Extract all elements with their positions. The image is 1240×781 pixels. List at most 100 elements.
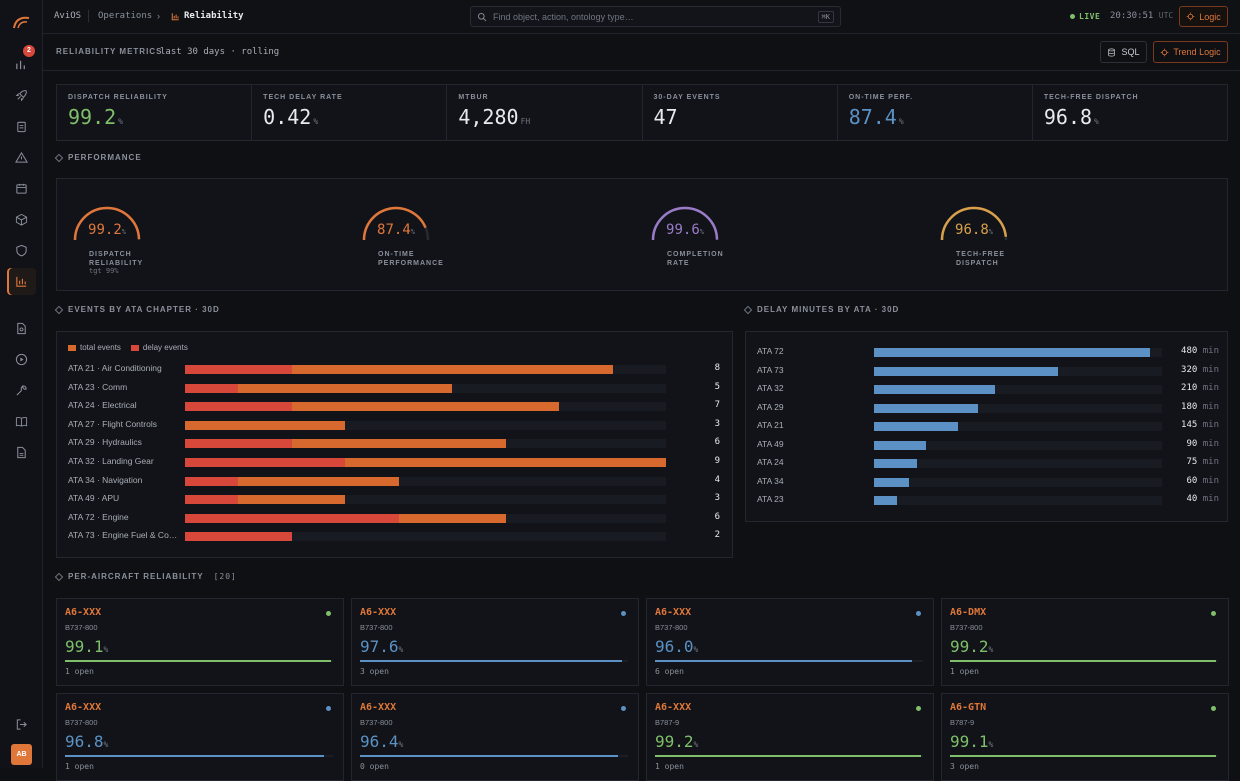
- delay-minutes-number: 145: [1181, 420, 1198, 430]
- delay-row[interactable]: ATA 73 320 min: [757, 365, 1220, 377]
- ata-event-row[interactable]: ATA 49 · APU 3: [68, 493, 723, 505]
- kpi-label: TECH-FREE DISPATCH: [1043, 94, 1139, 101]
- gauge-value: 99.6%: [651, 222, 719, 238]
- gauge-unit: %: [988, 228, 993, 236]
- logic-label: Logic: [1199, 11, 1221, 22]
- sidebar-item-logout[interactable]: [7, 711, 36, 738]
- sidebar-item-manuals[interactable]: [7, 408, 36, 435]
- aircraft-card[interactable]: A6-XXX B737-800 96.4% 0 open: [351, 693, 639, 781]
- bar-track: [874, 403, 1162, 413]
- gauge-value-number: 96.8: [955, 222, 989, 238]
- logic-button[interactable]: Logic: [1179, 6, 1228, 27]
- bar-track: [185, 532, 666, 542]
- bar-track: [874, 440, 1162, 450]
- gauge-label: ON-TIME PERFORMANCE: [378, 251, 444, 267]
- kpi-card[interactable]: DISPATCH RELIABILITY 99.2%: [57, 85, 253, 140]
- event-count: 2: [714, 530, 720, 541]
- delay-row[interactable]: ATA 21 145 min: [757, 420, 1220, 432]
- delay-row[interactable]: ATA 29 180 min: [757, 402, 1220, 414]
- ata-event-row[interactable]: ATA 29 · Hydraulics 6: [68, 437, 723, 449]
- ata-label: ATA 32 · Landing Gear: [68, 456, 154, 466]
- kpi-card[interactable]: TECH-FREE DISPATCH 96.8%: [1033, 85, 1227, 140]
- sidebar-item-safety[interactable]: [7, 237, 36, 264]
- performance-panel: 99.2% DISPATCH RELIABILITY tgt 99% 87.4% ON-…: [56, 178, 1228, 291]
- sidebar-item-reliability[interactable]: [7, 268, 36, 295]
- sidebar-item-warnings[interactable]: [7, 144, 36, 171]
- delay-row[interactable]: ATA 49 90 min: [757, 439, 1220, 451]
- kpi-card[interactable]: 30-DAY EVENTS 47: [643, 85, 838, 140]
- aircraft-card[interactable]: A6-XXX B737-800 96.0% 6 open: [646, 598, 934, 686]
- search-bar[interactable]: ⌘K: [470, 6, 841, 27]
- delay-row[interactable]: ATA 32 210 min: [757, 383, 1220, 395]
- sidebar-item-reports[interactable]: [7, 315, 36, 342]
- aircraft-registration: A6-DMX: [950, 607, 987, 618]
- search-input[interactable]: [493, 11, 818, 22]
- sidebar-item-playback[interactable]: [7, 346, 36, 373]
- sidebar-item-flights[interactable]: [7, 82, 36, 109]
- delay-minutes-value: 40 min: [1169, 494, 1219, 504]
- aircraft-card[interactable]: A6-XXX B737-800 99.1% 1 open: [56, 598, 344, 686]
- gauge-value-number: 99.6: [666, 222, 700, 238]
- notification-badge: 2: [23, 45, 35, 57]
- delay-row[interactable]: ATA 23 40 min: [757, 494, 1220, 506]
- aircraft-card[interactable]: A6-XXX B787-9 99.2% 1 open: [646, 693, 934, 781]
- reliability-bar-fill: [65, 660, 331, 662]
- topbar: AviOS Operations › Reliability ⌘K LIVE 2…: [43, 0, 1240, 34]
- live-indicator: LIVE: [1070, 12, 1100, 21]
- status-dot-icon: [326, 611, 331, 616]
- aircraft-type: B787-9: [950, 718, 975, 727]
- ata-label: ATA 49: [757, 438, 784, 449]
- aircraft-type: B737-800: [655, 623, 688, 632]
- time-range[interactable]: last 30 days · rolling: [160, 47, 280, 57]
- warning-icon: [15, 151, 28, 163]
- kpi-value: 47: [654, 105, 826, 129]
- bar-track: [185, 476, 666, 486]
- ata-event-row[interactable]: ATA 72 · Engine 6: [68, 512, 723, 524]
- aircraft-card[interactable]: A6-DMX B737-800 99.2% 1 open: [941, 598, 1229, 686]
- ata-event-row[interactable]: ATA 21 · Air Conditioning 8: [68, 363, 723, 375]
- reliability-bar-track: [65, 755, 333, 757]
- delay-minutes-bar: [874, 477, 909, 487]
- sidebar-item-alerts[interactable]: 2: [7, 45, 36, 78]
- delay-row[interactable]: ATA 34 60 min: [757, 476, 1220, 488]
- breadcrumb-operations[interactable]: Operations: [98, 11, 153, 21]
- aircraft-type: B737-800: [360, 623, 393, 632]
- aircraft-reliability: 96.0%: [655, 637, 698, 656]
- trend-logic-button[interactable]: Trend Logic: [1153, 41, 1228, 63]
- aircraft-card[interactable]: A6-XXX B737-800 96.8% 1 open: [56, 693, 344, 781]
- sql-button[interactable]: SQL: [1100, 41, 1147, 63]
- avatar[interactable]: AB: [11, 744, 32, 765]
- chart-legend: total events delay events: [68, 343, 188, 352]
- aircraft-card[interactable]: A6-GTN B787-9 99.1% 3 open: [941, 693, 1229, 781]
- delay-minutes-unit: min: [1202, 364, 1219, 375]
- clipboard-icon: [17, 121, 26, 133]
- reliability-bar-fill: [950, 755, 1216, 757]
- delay-minutes-value: 180 min: [1169, 402, 1219, 412]
- reliability-bar-track: [65, 660, 333, 662]
- sidebar-item-tasks[interactable]: [7, 113, 36, 140]
- app-name[interactable]: AviOS: [54, 11, 82, 21]
- app-logo-icon[interactable]: [12, 12, 32, 32]
- kpi-card[interactable]: TECH DELAY RATE 0.42%: [252, 85, 448, 140]
- kpi-card[interactable]: MTBUR 4,280 FH: [447, 85, 643, 140]
- ata-event-row[interactable]: ATA 24 · Electrical 7: [68, 400, 723, 412]
- sidebar-item-documents[interactable]: [7, 439, 36, 466]
- delay-minutes-unit: min: [1202, 438, 1219, 449]
- delay-row[interactable]: ATA 72 480 min: [757, 346, 1220, 358]
- bar-track: [874, 477, 1162, 487]
- ata-event-row[interactable]: ATA 32 · Landing Gear 9: [68, 456, 723, 468]
- sidebar-item-maintenance[interactable]: [7, 377, 36, 404]
- delay-row[interactable]: ATA 24 75 min: [757, 457, 1220, 469]
- sparkle-icon: [1186, 12, 1195, 21]
- delay-minutes-bar: [874, 496, 898, 505]
- aircraft-card[interactable]: A6-XXX B737-800 97.6% 3 open: [351, 598, 639, 686]
- kpi-card[interactable]: ON-TIME PERF. 87.4%: [838, 85, 1033, 140]
- ata-event-row[interactable]: ATA 27 · Flight Controls 3: [68, 419, 723, 431]
- ata-event-row[interactable]: ATA 34 · Navigation 4: [68, 475, 723, 487]
- ata-event-row[interactable]: ATA 23 · Comm 5: [68, 382, 723, 394]
- sidebar-item-inventory[interactable]: [7, 206, 36, 233]
- sidebar-item-calendar[interactable]: [7, 175, 36, 202]
- ata-event-row[interactable]: ATA 73 · Engine Fuel & Control 2: [68, 530, 723, 542]
- aircraft-registration: A6-XXX: [655, 607, 692, 618]
- aircraft-reliability-unit: %: [103, 740, 109, 749]
